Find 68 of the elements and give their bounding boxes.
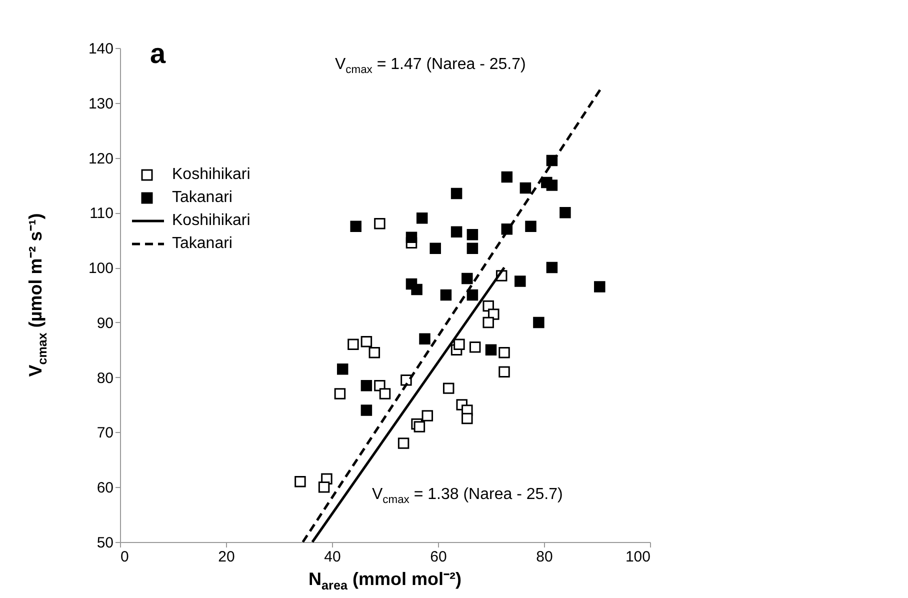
point xyxy=(414,421,426,432)
legend-label: Takanari xyxy=(172,188,232,206)
point xyxy=(416,212,428,224)
annotation: a xyxy=(150,38,166,70)
x-tick-label: 0 xyxy=(120,548,129,566)
x-tick-label: 80 xyxy=(536,548,553,566)
point xyxy=(546,262,558,274)
y-tick-label: 80 xyxy=(96,370,114,387)
legend-label: Koshihikari xyxy=(172,212,250,230)
point xyxy=(498,347,510,358)
y-tick-label: 130 xyxy=(88,95,114,112)
point xyxy=(348,338,359,350)
x-tick-label: 40 xyxy=(324,548,341,566)
point xyxy=(419,333,430,345)
point xyxy=(374,218,386,230)
point xyxy=(462,412,473,424)
annotation: V$_{cmax}$ = 1.38 (Narea - 25.7) xyxy=(372,486,563,506)
point xyxy=(560,207,571,218)
point xyxy=(294,476,306,488)
point xyxy=(546,180,558,191)
y-tick-label: 120 xyxy=(88,150,114,168)
point xyxy=(520,182,532,194)
point xyxy=(334,388,346,400)
point xyxy=(422,410,434,422)
point xyxy=(368,347,380,358)
x-axis-title: N$_{area}$ (mmol mol⁻²) xyxy=(308,568,462,593)
point xyxy=(454,338,465,350)
point xyxy=(485,344,497,356)
point xyxy=(462,272,473,284)
point xyxy=(398,438,410,449)
y-tick-label: 50 xyxy=(96,534,114,552)
point xyxy=(501,171,513,183)
x-tick-label: 60 xyxy=(430,548,447,566)
point xyxy=(482,316,494,328)
point xyxy=(466,229,478,240)
y-tick-label: 70 xyxy=(96,424,114,442)
point xyxy=(350,220,362,232)
y-tick-label: 100 xyxy=(88,260,114,278)
point xyxy=(533,316,544,328)
point xyxy=(466,242,478,254)
legend-label: Koshihikari xyxy=(172,166,250,184)
point xyxy=(406,232,418,243)
point xyxy=(430,242,441,254)
y-tick-label: 110 xyxy=(90,205,114,222)
point xyxy=(379,388,391,400)
point xyxy=(498,366,510,378)
y-tick-label: 60 xyxy=(96,480,114,497)
point xyxy=(450,226,462,238)
y-tick-label: 140 xyxy=(88,40,114,58)
point xyxy=(514,276,526,287)
point xyxy=(318,481,330,493)
legend-label: Takanari xyxy=(172,234,232,252)
point xyxy=(360,404,372,416)
point xyxy=(442,382,454,394)
point xyxy=(411,284,422,296)
point xyxy=(336,363,348,375)
x-tick-label: 100 xyxy=(625,548,650,566)
point xyxy=(525,220,536,232)
point xyxy=(450,188,462,200)
point xyxy=(594,281,606,292)
point xyxy=(360,336,372,348)
y-tick-label: 90 xyxy=(96,314,114,332)
point xyxy=(466,289,478,301)
point xyxy=(440,289,452,301)
point xyxy=(469,342,481,353)
x-tick-label: 20 xyxy=(218,548,235,566)
point xyxy=(360,380,372,392)
annotation: V$_{cmax}$ = 1.47 (Narea - 25.7) xyxy=(335,56,526,76)
